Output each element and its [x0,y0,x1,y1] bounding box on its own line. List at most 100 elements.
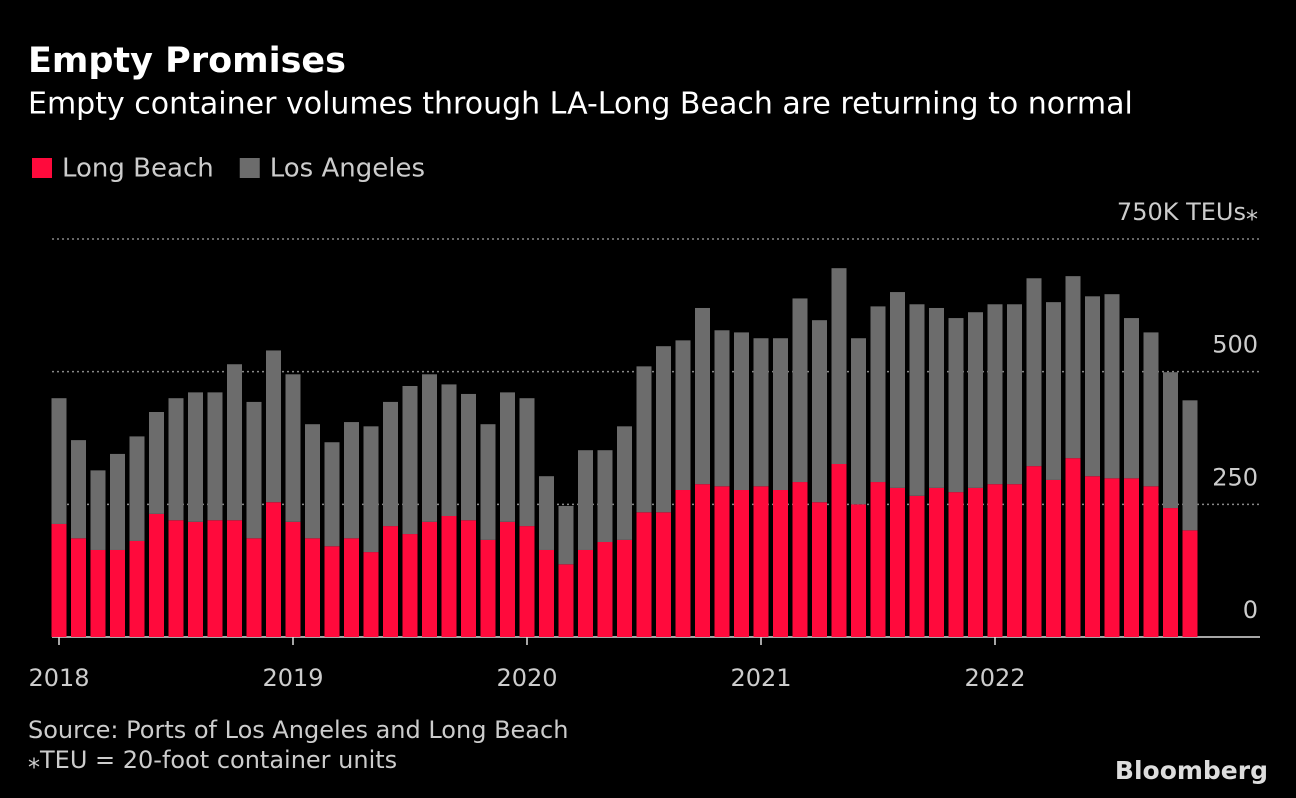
bar-segment [383,526,398,637]
bar-segment [1163,372,1178,509]
bar-segment [1085,476,1100,637]
bar-segment [285,374,301,522]
bar-segment [266,350,281,503]
bar-segment [890,292,905,488]
bar-segment [656,346,671,513]
x-tick-label: 2021 [730,664,791,692]
bar-segment [792,482,808,637]
bar-segment [578,450,593,550]
bar-segment [812,320,827,503]
bar-segment [695,307,710,485]
bar-segment [441,516,457,637]
bar-segment [305,538,320,637]
bar-segment [636,512,652,637]
bar-segment [168,520,184,637]
note: ⁎TEU = 20-foot container units [28,746,397,774]
bar-segment [870,306,886,483]
bar-segment [1046,302,1061,480]
bar-segment [110,549,125,637]
bar-segment [324,546,340,637]
bar-segment [1143,332,1159,487]
bar-segment [500,521,515,637]
bar-segment [1104,294,1120,479]
y-tick-label: 0 [1243,596,1258,624]
bar-segment [1182,530,1198,637]
y-tick-label: 750K TEUs⁎ [1117,198,1258,226]
bar-segment [1007,304,1022,485]
y-tick-label: 500 [1212,331,1258,359]
bar-segment [617,539,632,637]
bar-segment [539,476,554,550]
bar-segment [246,538,262,637]
bar-segment [558,564,574,637]
bar-segment [987,304,1003,485]
bar-segment [578,549,593,637]
bar-segment [851,338,866,505]
bar-segment [90,549,106,637]
bar-segment [188,392,203,522]
bar-segment [344,538,359,637]
bar-segment [1182,400,1198,531]
bar-segment [402,385,418,535]
bar-segment [363,552,379,637]
bar-segment [422,374,437,522]
legend-label: Los Angeles [270,154,425,184]
bar-segment [227,520,242,637]
bar-segment [656,512,671,637]
bar-segment [1085,296,1100,477]
bar-segment [597,542,613,637]
legend-label: Long Beach [62,154,214,184]
bar-segment [1143,486,1159,637]
bar-segment [188,521,203,637]
bar-segment [734,490,749,637]
legend-swatch [239,158,260,178]
bar-segment [461,520,476,637]
bar-segment [851,504,866,637]
chart-title: Empty Promises [28,41,346,81]
bar-segment [948,492,964,637]
bar-segment [675,340,691,491]
bar-segment [266,502,281,637]
bar-segment [1163,508,1178,637]
branding: Bloomberg [1115,756,1268,785]
bar-segment [441,384,457,517]
bar-segment [363,426,379,553]
bar-segment [987,484,1003,637]
bar-segment [597,450,613,543]
chart-subtitle: Empty container volumes through LA-Long … [28,87,1133,122]
bar-segment [519,398,535,527]
bar-segment [695,484,710,637]
bar-segment [831,268,847,465]
bar-segment [617,426,632,540]
x-tick-label: 2022 [964,664,1025,692]
bar-segment [305,424,320,539]
bar-segment [831,464,847,637]
bar-segment [227,364,242,521]
source: Source: Ports of Los Angeles and Long Be… [28,716,568,744]
bar-segment [71,440,86,539]
bar-segment [383,401,398,527]
bar-segment [129,540,145,637]
bar-segment [129,436,145,541]
bar-segment [1026,278,1042,467]
bar-segment [1046,479,1061,637]
bar-segment [344,422,359,539]
bar-segment [948,318,964,493]
bar-segment [71,538,86,637]
bar-segment [110,453,125,550]
bar-segment [753,486,769,637]
bar-segment [968,487,983,637]
legend-swatch [32,158,52,178]
bar-segment [773,338,788,491]
bar-segment [1007,484,1022,637]
x-tick-label: 2020 [496,664,557,692]
x-tick-label: 2019 [262,664,323,692]
bar-segment [422,521,437,637]
bar-segment [207,520,223,637]
bar-segment [1124,318,1139,479]
x-tick-label: 2018 [28,664,89,692]
bar-segment [773,490,788,637]
bar-segment [675,490,691,637]
bar-segment [51,523,67,637]
bar-segment [1026,466,1042,637]
